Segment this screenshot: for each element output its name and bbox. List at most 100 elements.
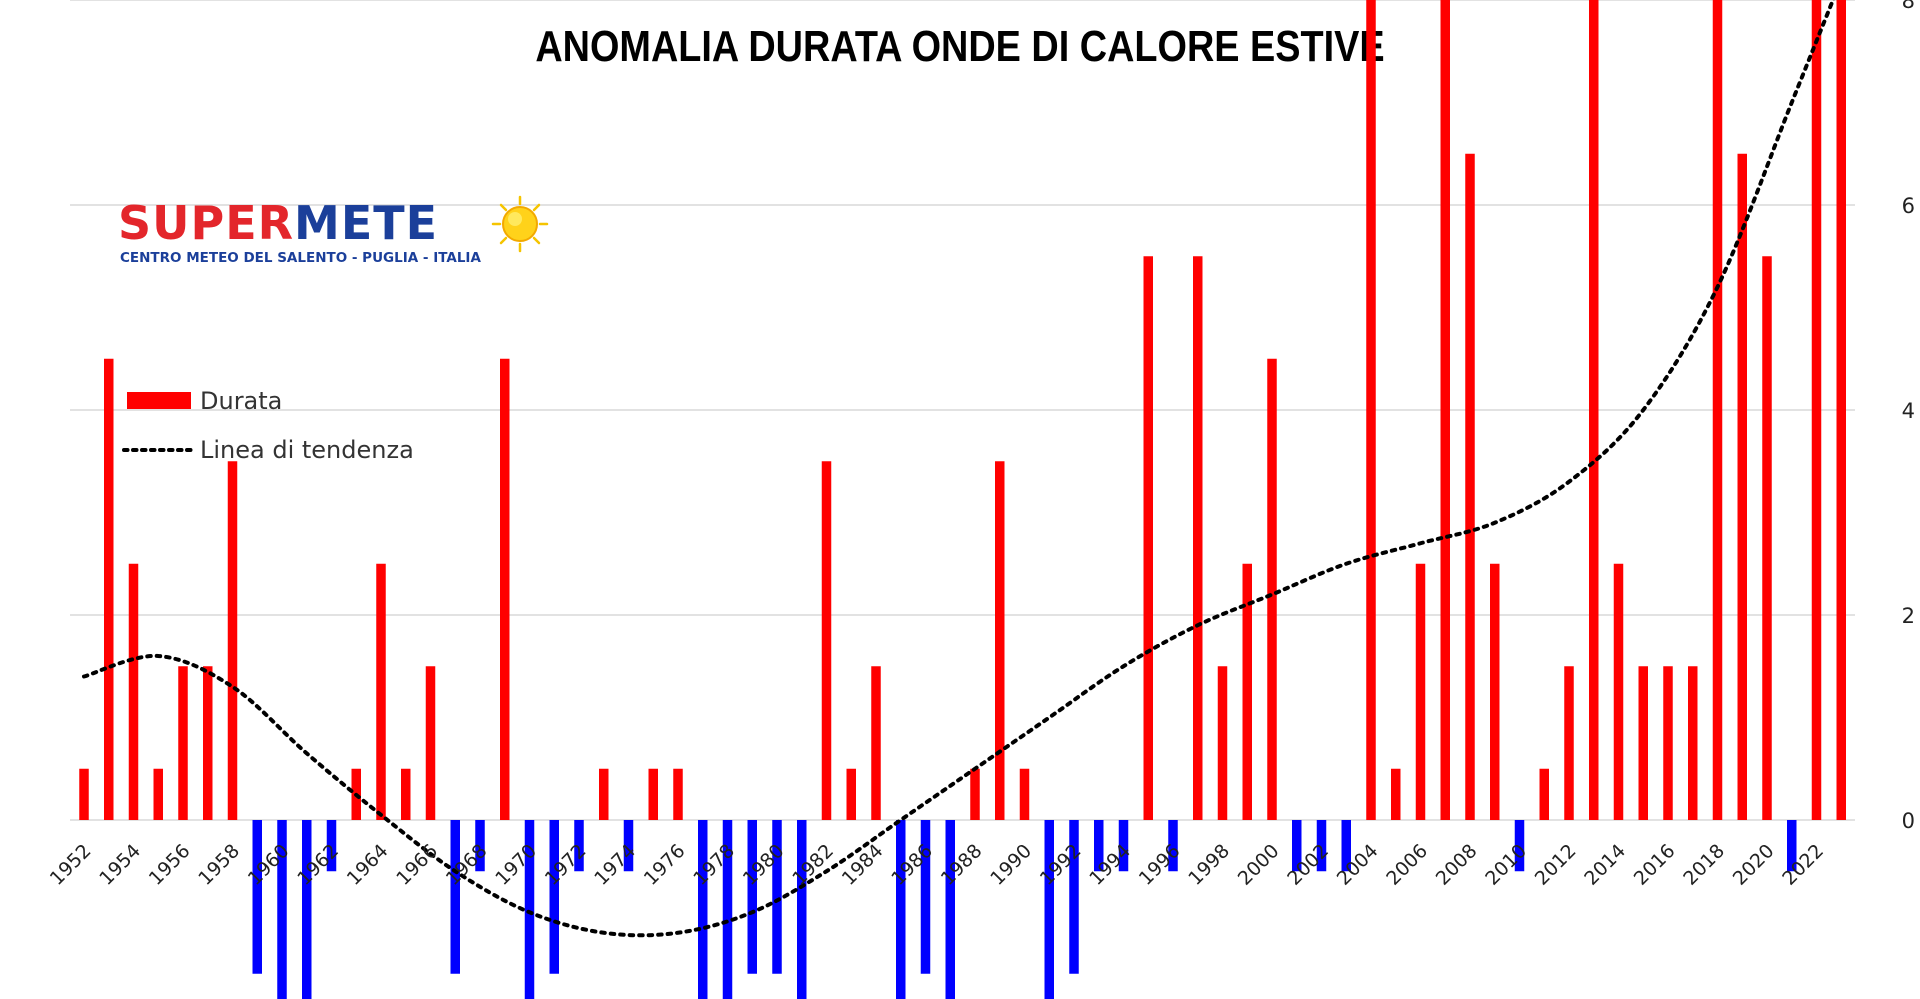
bar <box>1292 820 1302 872</box>
bar <box>1688 666 1698 820</box>
bar <box>1366 0 1376 820</box>
bar <box>722 820 733 999</box>
x-axis: 1952 1954 1956 1958 1960 1962 1964 1966 1968 1970… <box>46 840 1828 890</box>
bar <box>1836 0 1846 820</box>
x-tick-label: 2000 <box>1234 840 1284 890</box>
logo: SUPERMETE CENTRO METEO DEL SALENTO - PUG… <box>118 195 558 270</box>
x-tick-label: 2022 <box>1778 840 1828 890</box>
bar <box>1118 820 1129 872</box>
y-tick-label: 8 <box>1902 0 1915 13</box>
bar <box>203 666 213 820</box>
bar <box>1242 563 1252 820</box>
bars <box>79 0 1846 999</box>
bar <box>1044 820 1054 999</box>
bar <box>1094 820 1104 872</box>
x-tick-label: 1958 <box>194 840 244 890</box>
x-tick-label: 2014 <box>1580 840 1630 890</box>
x-tick-label: 2004 <box>1333 840 1383 890</box>
logo-word-super: SUPER <box>118 196 295 250</box>
bar <box>1663 666 1673 820</box>
bar <box>797 820 807 999</box>
legend: Durata Linea di tendenza <box>122 387 414 464</box>
bar <box>1787 820 1797 872</box>
bar <box>450 820 460 974</box>
bar <box>1193 256 1203 820</box>
bar <box>1811 0 1822 820</box>
bar <box>252 820 262 974</box>
bar <box>1316 820 1327 872</box>
bar <box>1440 0 1450 820</box>
bar <box>1613 563 1624 820</box>
logo-wordmark: SUPERMETE <box>118 198 438 248</box>
bar <box>1514 820 1525 872</box>
trend-line <box>82 0 1836 938</box>
chart-title: ANOMALIA DURATA ONDE DI CALORE ESTIVE <box>535 22 1385 71</box>
y-tick-label: 2 <box>1902 604 1915 628</box>
logo-word-mete: METE <box>294 196 439 250</box>
bar <box>896 820 906 999</box>
bar <box>128 563 139 820</box>
bar <box>1589 0 1599 820</box>
bar <box>1391 768 1401 820</box>
bar <box>376 563 386 820</box>
bar <box>698 820 708 999</box>
bar <box>1168 820 1178 872</box>
bar <box>1143 256 1153 820</box>
trend-line-path <box>82 0 1836 938</box>
x-tick-label: 2012 <box>1531 840 1581 890</box>
bar <box>1465 153 1475 820</box>
sun-icon <box>491 195 549 253</box>
bar <box>227 461 238 820</box>
legend-swatch-durata <box>127 392 191 409</box>
bar <box>153 768 163 820</box>
x-tick-label: 1988 <box>937 840 987 890</box>
x-tick-label: 2006 <box>1382 840 1432 890</box>
bar <box>1712 0 1723 820</box>
x-tick-label: 2016 <box>1630 840 1680 890</box>
x-tick-label: 1964 <box>343 840 393 890</box>
bar <box>524 820 535 999</box>
bar <box>772 820 782 974</box>
x-tick-label: 1954 <box>95 840 145 890</box>
bar <box>846 768 856 820</box>
bar <box>648 768 658 820</box>
bar <box>1762 256 1772 820</box>
bar <box>1737 153 1747 820</box>
x-tick-label: 1984 <box>838 840 888 890</box>
bar <box>1341 820 1351 872</box>
bar <box>1490 563 1500 820</box>
bar <box>178 666 188 820</box>
bar <box>1564 666 1574 820</box>
gridlines <box>70 0 1855 821</box>
logo-subtitle: CENTRO METEO DEL SALENTO - PUGLIA - ITAL… <box>120 250 481 266</box>
x-tick-label: 1952 <box>46 840 96 890</box>
bar <box>920 820 931 974</box>
x-tick-label: 2018 <box>1679 840 1729 890</box>
bar <box>401 768 411 820</box>
bar <box>1539 768 1549 820</box>
y-tick-label: 6 <box>1902 194 1915 218</box>
bar <box>1217 666 1228 820</box>
bar <box>302 820 312 999</box>
bar <box>425 666 436 820</box>
bar <box>549 820 559 974</box>
legend-label-trend: Linea di tendenza <box>200 436 414 464</box>
bar <box>1638 666 1648 820</box>
bar <box>747 820 757 974</box>
x-tick-label: 1966 <box>392 840 442 890</box>
bar <box>326 820 337 872</box>
x-tick-label: 1976 <box>640 840 690 890</box>
bar <box>1019 768 1030 820</box>
bar <box>995 461 1005 820</box>
bar <box>599 768 609 820</box>
bar <box>277 820 287 999</box>
x-tick-label: 1998 <box>1184 840 1234 890</box>
bar <box>970 768 980 820</box>
bar <box>1069 820 1079 974</box>
y-tick-label: 0 <box>1902 809 1915 833</box>
bar <box>821 461 832 820</box>
bar <box>500 358 510 820</box>
x-tick-label: 2020 <box>1729 840 1779 890</box>
legend-label-durata: Durata <box>200 387 282 415</box>
